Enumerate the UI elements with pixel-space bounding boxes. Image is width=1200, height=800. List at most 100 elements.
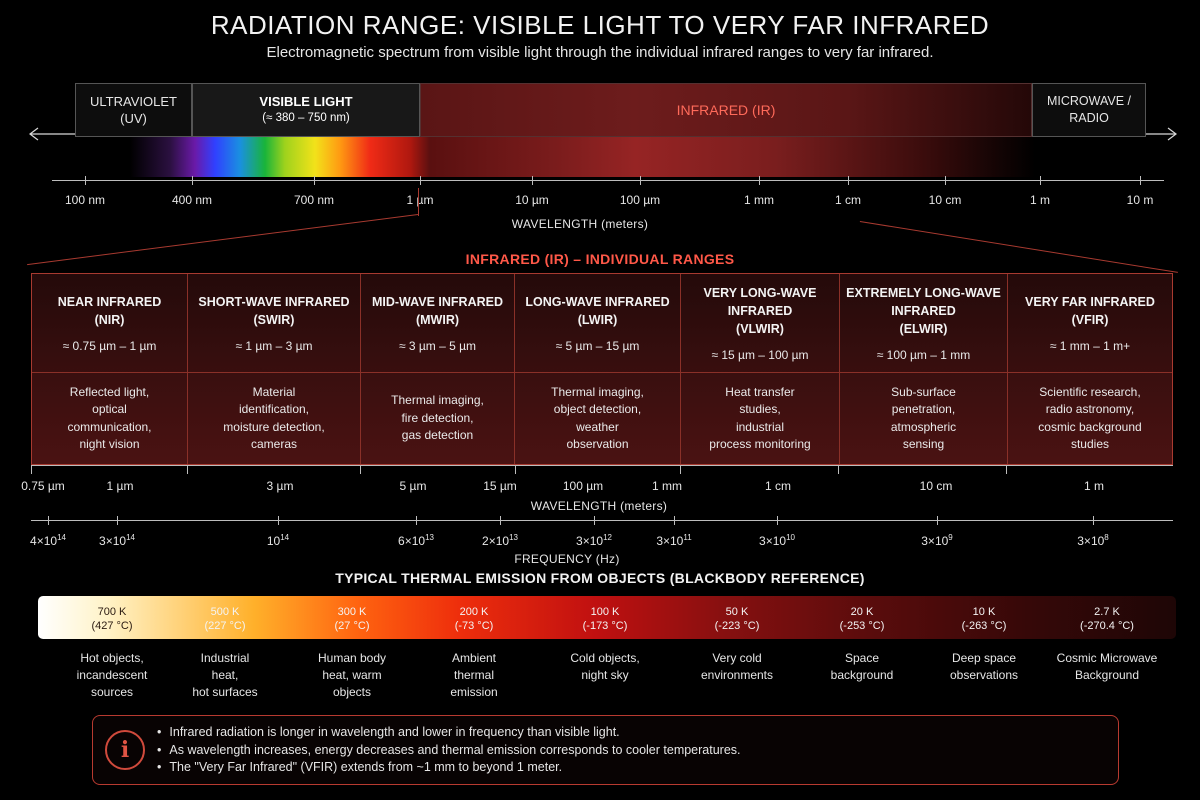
ir-wavelength-tick [187, 465, 188, 474]
wavelength-tick-label: 100 µm [619, 193, 661, 207]
wavelength-tick [192, 176, 193, 185]
page-subtitle: Electromagnetic spectrum from visible li… [266, 44, 934, 61]
thermal-title: TYPICAL THERMAL EMISSION FROM OBJECTS (B… [335, 570, 865, 586]
frequency-tick-label: 3×1011 [656, 533, 691, 548]
wavelength-axis-title: WAVELENGTH (meters) [511, 217, 649, 231]
page-title: RADIATION RANGE: VISIBLE LIGHT TO VERY F… [210, 10, 990, 40]
info-bullet: As wavelength increases, energy decrease… [157, 742, 740, 760]
frequency-base: 10 [266, 534, 281, 548]
ir-wavelength-tick-label: 3 µm [266, 479, 294, 493]
frequency-tick [278, 516, 279, 525]
temperature-kelvin: 500 K [210, 606, 240, 618]
zoom-drop-line [418, 188, 419, 216]
ir-wavelength-tick [31, 465, 32, 474]
frequency-exponent: 14 [57, 533, 66, 542]
wavelength-tick [945, 176, 946, 185]
temperature-celsius: (-73 °C) [454, 620, 494, 632]
frequency-exponent: 14 [126, 533, 135, 542]
ir-wavelength-tick [838, 465, 839, 474]
ir-range-column: EXTREMELY LONG-WAVE INFRARED (ELWIR) ≈ 100 … [839, 274, 1007, 464]
ir-range-description: Sub-surface penetration, atmospheric sensin… [840, 372, 1007, 464]
frequency-tick-label: 4×1014 [30, 533, 66, 548]
ir-range-column: NEAR INFRARED (NIR) ≈ 0.75 µm – 1 µm Reflec… [32, 274, 187, 464]
thermal-stop-label: 20 K (-253 °C) [840, 605, 885, 633]
wavelength-tick [759, 176, 760, 185]
thermal-stop-label: 50 K (-223 °C) [715, 605, 760, 633]
ir-range-value: ≈ 0.75 µm – 1 µm [62, 338, 157, 353]
ir-wavelength-tick-label: 1 m [1083, 479, 1105, 493]
frequency-base: 2×10 [482, 534, 510, 548]
wavelength-tick [848, 176, 849, 185]
frequency-base: 3×10 [576, 534, 604, 548]
wavelength-tick-label: 1 m [1029, 193, 1051, 207]
info-bullet: The "Very Far Infrared" (VFIR) extends f… [157, 759, 741, 777]
ir-wavelength-tick-label: 1 mm [652, 479, 682, 493]
temperature-kelvin: 50 K [725, 606, 749, 618]
frequency-tick [594, 516, 595, 525]
spectrum-gradient [75, 137, 1146, 177]
wavelength-tick-label: 100 nm [64, 193, 106, 207]
wavelength-tick [640, 176, 641, 185]
info-list: Infrared radiation is longer in waveleng… [157, 724, 741, 777]
ir-wavelength-tick-label: 1 µm [106, 479, 134, 493]
ir-range-description: Scientific research, radio astronomy, cosm… [1008, 372, 1172, 464]
ir-range-name: SHORT-WAVE INFRARED (SWIR) [198, 294, 350, 327]
wavelength-tick-label: 10 cm [928, 193, 962, 207]
ir-wavelength-tick [680, 465, 681, 474]
frequency-tick-label: 2×1013 [482, 533, 518, 548]
thermal-stop-label: 700 K (427 °C) [91, 605, 132, 633]
right-arrow-head-icon [1167, 127, 1177, 141]
ir-range-column: LONG-WAVE INFRARED (LWIR) ≈ 5 µm – 15 µm Th… [514, 274, 680, 464]
ir-ranges-heading: INFRARED (IR) – INDIVIDUAL RANGES [465, 251, 735, 267]
frequency-exponent: 10 [786, 533, 795, 542]
band-ultraviolet: ULTRAVIOLET (UV) [75, 83, 192, 137]
ir-range-description: Reflected light, optical communication, nig… [32, 372, 187, 464]
frequency-axis-line [31, 520, 1173, 521]
ir-wavelength-tick-label: 15 µm [483, 479, 517, 493]
band-visible-light: VISIBLE LIGHT (≈ 380 – 750 nm) [192, 83, 420, 137]
frequency-tick [777, 516, 778, 525]
temperature-celsius: (-253 °C) [839, 620, 885, 632]
frequency-tick-label: 1014 [267, 533, 289, 548]
band-name: MICROWAVE / [1046, 94, 1132, 108]
ir-wavelength-tick-label: 10 cm [919, 479, 953, 493]
frequency-tick-label: 3×1010 [759, 533, 795, 548]
frequency-base: 3×10 [1077, 534, 1105, 548]
ir-range-value: ≈ 100 µm – 1 mm [876, 347, 971, 362]
frequency-exponent: 13 [509, 533, 518, 542]
frequency-tick-label: 6×1013 [398, 533, 434, 548]
frequency-tick [674, 516, 675, 525]
spectrum-arrows [29, 127, 1177, 141]
ir-wavelength-tick-label: 1 cm [764, 479, 792, 493]
frequency-base: 3×10 [759, 534, 787, 548]
ir-range-header: NEAR INFRARED (NIR) ≈ 0.75 µm – 1 µm [32, 274, 187, 371]
thermal-stop-description: Cold objects, night sky [570, 651, 640, 682]
ir-wavelength-tick-label: 5 µm [399, 479, 427, 493]
wavelength-tick-label: 1 cm [834, 193, 862, 207]
frequency-tick-label: 3×109 [921, 533, 952, 548]
temperature-kelvin: 20 K [850, 606, 874, 618]
frequency-tick [117, 516, 118, 525]
wavelength-tick-label: 700 nm [293, 193, 335, 207]
ir-range-value: ≈ 15 µm – 100 µm [711, 347, 809, 362]
frequency-tick [500, 516, 501, 525]
band-microwave-radio: MICROWAVE / RADIO [1032, 83, 1146, 137]
left-arrow-head-icon [29, 127, 39, 141]
thermal-stop-label: 500 K (227 °C) [204, 605, 245, 633]
ir-wavelength-tick-label: 0.75 µm [21, 479, 65, 493]
frequency-base: 3×10 [99, 534, 127, 548]
ir-range-column: MID-WAVE INFRARED (MWIR) ≈ 3 µm – 5 µm Ther… [360, 274, 514, 464]
thermal-stop-description: Cosmic Microwave Background [1056, 651, 1158, 682]
frequency-tick [48, 516, 49, 525]
ir-range-description: Thermal imaging, fire detection, gas detec… [361, 372, 514, 464]
ir-range-name: EXTREMELY LONG-WAVE INFRARED (ELWIR) [846, 285, 1001, 336]
ir-range-name: LONG-WAVE INFRARED (LWIR) [525, 294, 670, 327]
temperature-celsius: (27 °C) [334, 620, 370, 632]
frequency-tick [416, 516, 417, 525]
frequency-exponent: 12 [603, 533, 612, 542]
ir-range-column: VERY FAR INFRARED (VFIR) ≈ 1 mm – 1 m+ Scie… [1007, 274, 1172, 464]
band-name: INFRARED (IR) [676, 101, 776, 118]
temperature-kelvin: 300 K [337, 606, 367, 618]
ir-wavelength-tick [515, 465, 516, 474]
ir-range-value: ≈ 5 µm – 15 µm [555, 338, 640, 353]
